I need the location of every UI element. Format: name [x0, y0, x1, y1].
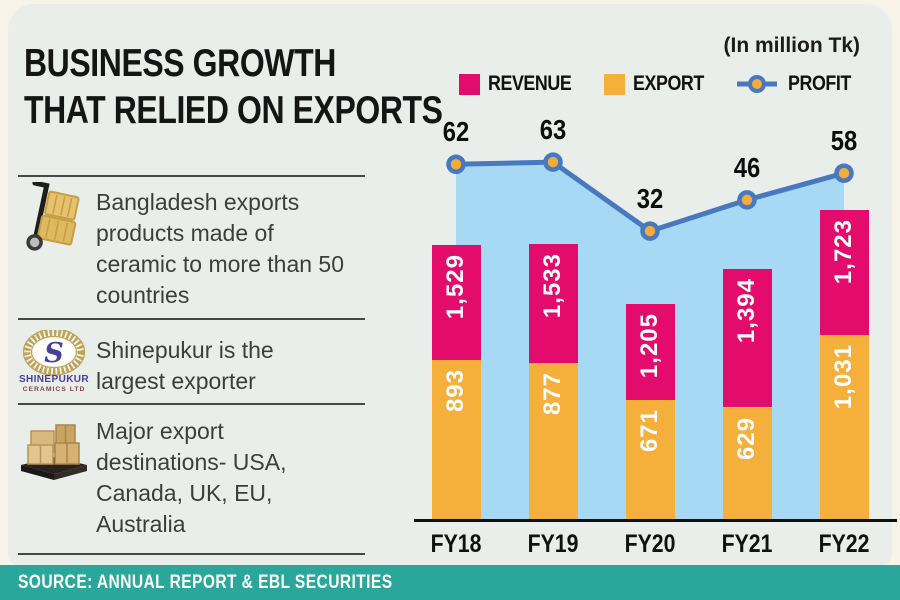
- legend-label-profit: PROFIT: [788, 72, 851, 95]
- export-swatch: [603, 73, 625, 95]
- bullet-text: Bangladesh exports products made of cera…: [96, 189, 345, 308]
- legend-label-revenue: REVENUE: [487, 72, 572, 95]
- revenue-value-label: 1,529: [442, 254, 469, 320]
- divider: [18, 318, 365, 320]
- profit-value-label: 58: [830, 125, 858, 157]
- revenue-bar-segment: 1,205: [625, 303, 675, 400]
- profit-value-label: 63: [539, 114, 567, 146]
- export-value-label: 1,031: [830, 343, 857, 409]
- logo-text-line1: SHINEPUKUR: [19, 374, 89, 385]
- handtruck-boxes-icon: [20, 180, 90, 259]
- export-value-label: 893: [442, 368, 469, 412]
- divider: [18, 553, 365, 555]
- profit-value-label: 32: [636, 183, 664, 215]
- profit-marker: [834, 163, 854, 183]
- source-text: SOURCE: ANNUAL REPORT & EBL SECURITIES: [18, 572, 393, 593]
- title-line-2: THAT RELIED ON EXPORTS: [24, 89, 443, 132]
- page-title: BUSINESS GROWTH THAT RELIED ON EXPORTS: [24, 40, 483, 134]
- legend-item-profit: PROFIT: [734, 72, 862, 96]
- revenue-bar-segment: 1,723: [819, 210, 869, 335]
- profit-marker: [737, 190, 757, 210]
- profit-marker: [446, 154, 466, 175]
- pallet-boxes-icon: [16, 420, 92, 489]
- x-axis-label: FY22: [818, 530, 870, 558]
- profit-line-icon: [737, 75, 777, 93]
- title-line-1: BUSINESS GROWTH: [24, 42, 336, 85]
- legend-label-export: EXPORT: [632, 72, 704, 95]
- revenue-value-label: 1,394: [733, 278, 760, 344]
- bullet-text: Shinepukur is the largest exporter: [96, 337, 274, 394]
- x-axis-label: FY19: [527, 530, 579, 558]
- export-value-label: 671: [636, 408, 663, 452]
- revenue-value-label: 1,205: [636, 312, 663, 378]
- profit-value-label: 62: [442, 116, 470, 148]
- divider: [18, 175, 365, 177]
- legend-item-export: EXPORT: [603, 72, 716, 96]
- export-bar-segment: 1,031: [819, 334, 869, 521]
- bullet-text: Major export destinations- USA, Canada, …: [96, 418, 287, 537]
- chart-legend: REVENUE EXPORT PROFIT: [458, 72, 862, 96]
- legend-item-revenue: REVENUE: [458, 72, 586, 96]
- profit-marker: [543, 152, 563, 172]
- source-bar: SOURCE: ANNUAL REPORT & EBL SECURITIES: [0, 565, 900, 600]
- export-value-label: 629: [733, 416, 760, 460]
- divider: [18, 403, 365, 405]
- revenue-value-label: 1,533: [539, 253, 566, 319]
- export-bar-segment: 893: [431, 359, 481, 521]
- x-axis-label: FY18: [430, 530, 482, 558]
- revenue-bar-segment: 1,533: [528, 244, 578, 363]
- profit-marker: [640, 221, 660, 241]
- revenue-bar-segment: 1,394: [722, 269, 772, 408]
- revenue-bar-segment: 1,529: [431, 245, 481, 360]
- logo-monogram: S: [44, 338, 64, 369]
- export-value-label: 877: [539, 371, 566, 415]
- revenue-value-label: 1,723: [830, 219, 857, 285]
- x-axis-label: FY21: [721, 530, 773, 558]
- chart-plot: 1,529 893 62 FY18 1,533 877 63 FY19 1,205 671 32 FY…: [408, 32, 900, 558]
- logo-text-line2: CERAMICS LTD: [23, 386, 86, 393]
- chart-area: (In million Tk) REVENUE EXPORT PROFIT: [408, 32, 900, 562]
- shinepukur-logo: S SHINEPUKUR CERAMICS LTD: [18, 328, 90, 399]
- export-bar-segment: 671: [625, 399, 675, 521]
- export-bar-segment: 629: [722, 407, 772, 521]
- revenue-swatch: [458, 73, 480, 95]
- unit-note: (In million Tk): [723, 34, 861, 57]
- x-axis-line: [414, 519, 897, 522]
- profit-value-label: 46: [733, 151, 761, 183]
- export-bar-segment: 877: [528, 362, 578, 521]
- x-axis-label: FY20: [624, 530, 676, 558]
- infographic-card: BUSINESS GROWTH THAT RELIED ON EXPORTS B…: [8, 4, 897, 565]
